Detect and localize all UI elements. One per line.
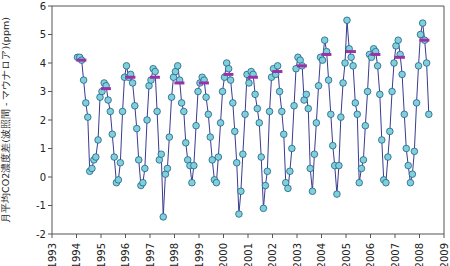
svg-text:1995: 1995 — [96, 243, 107, 266]
svg-text:2: 2 — [40, 115, 46, 126]
svg-text:2001: 2001 — [243, 243, 254, 266]
svg-text:月平均CO2濃度差(波照間 - マウナロア)(ppm): 月平均CO2濃度差(波照間 - マウナロア)(ppm) — [8, 17, 11, 223]
svg-text:2006: 2006 — [365, 243, 376, 266]
svg-text:-2: -2 — [36, 229, 46, 240]
svg-text:0: 0 — [40, 172, 46, 183]
svg-text:2005: 2005 — [341, 243, 352, 266]
svg-text:2007: 2007 — [390, 243, 401, 266]
svg-text:1996: 1996 — [120, 243, 131, 266]
svg-text:3: 3 — [40, 86, 46, 97]
svg-text:2004: 2004 — [316, 243, 327, 266]
svg-text:1: 1 — [40, 143, 46, 154]
svg-text:2000: 2000 — [218, 243, 229, 266]
svg-text:1994: 1994 — [71, 243, 82, 266]
svg-text:2002: 2002 — [267, 243, 278, 266]
svg-text:-1: -1 — [36, 200, 46, 211]
svg-text:4: 4 — [40, 58, 46, 69]
svg-text:2009: 2009 — [439, 243, 443, 266]
svg-text:1998: 1998 — [169, 243, 180, 266]
svg-text:1997: 1997 — [145, 243, 156, 266]
svg-text:6: 6 — [40, 1, 46, 12]
svg-text:1999: 1999 — [194, 243, 205, 266]
svg-text:1993: 1993 — [47, 243, 58, 266]
svg-text:2003: 2003 — [292, 243, 303, 266]
svg-text:5: 5 — [40, 29, 46, 40]
svg-text:2008: 2008 — [414, 243, 425, 266]
